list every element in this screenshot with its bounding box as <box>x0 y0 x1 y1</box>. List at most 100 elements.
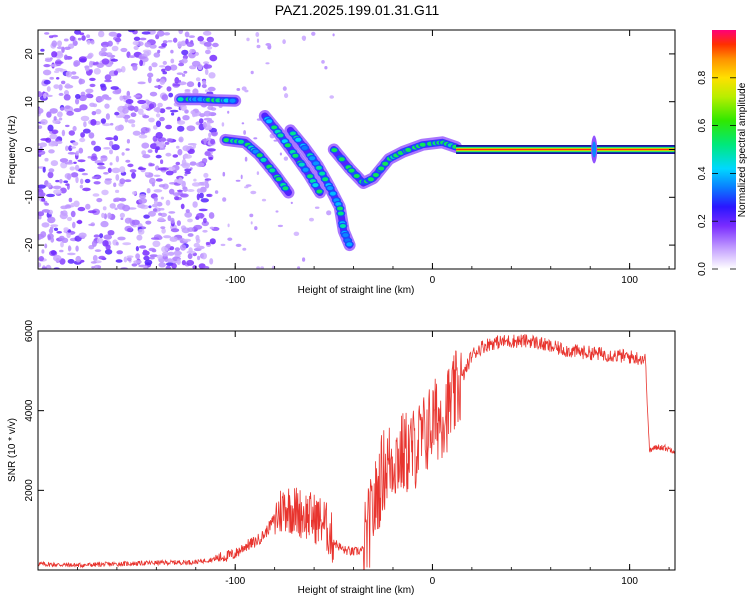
snr-background <box>38 331 675 570</box>
noise-blob <box>246 37 250 42</box>
colorbar: 0.0 0.2 0.4 0.6 0.8 Normalized spectral ampl… <box>697 30 748 276</box>
noise-blob <box>122 107 129 114</box>
noise-blob <box>207 148 216 152</box>
noise-blob <box>202 121 207 129</box>
track-4-blob-core <box>295 137 302 142</box>
noise-blob <box>207 39 214 43</box>
noise-blob <box>177 41 183 48</box>
noise-blob <box>186 41 195 47</box>
noise-blob <box>111 45 119 52</box>
noise-blob <box>143 214 150 219</box>
colorbar-ticks: 0.0 0.2 0.4 0.6 0.8 <box>697 70 736 276</box>
snr-panel: -100 0 100 2000 4000 6000 Height of straight … <box>7 319 676 596</box>
noise-blob <box>203 110 212 117</box>
noise-blob <box>245 184 252 187</box>
noise-blob <box>255 32 260 37</box>
track-3-blob-core <box>302 167 309 172</box>
noise-blob <box>59 107 65 111</box>
x-tick-label: -100 <box>225 275 245 286</box>
noise-blob <box>155 132 163 139</box>
noise-blob <box>193 224 203 230</box>
noise-blob <box>125 148 130 151</box>
noise-blob <box>256 38 260 43</box>
noise-blob <box>183 154 193 159</box>
noise-blob <box>43 64 51 68</box>
noise-blob <box>156 146 160 151</box>
noise-blob <box>261 198 267 202</box>
noise-blob <box>49 108 58 114</box>
track-4-blob-core <box>329 191 336 196</box>
noise-blob <box>99 233 104 239</box>
noise-blob <box>165 243 171 249</box>
noise-blob <box>126 255 134 258</box>
noise-blob <box>167 251 175 256</box>
noise-blob <box>56 77 60 80</box>
noise-blob <box>241 122 245 125</box>
noise-blob <box>191 110 196 118</box>
noise-blob <box>282 39 286 45</box>
noise-blob <box>200 181 207 186</box>
noise-blob <box>227 110 230 114</box>
noise-blob <box>43 79 51 85</box>
noise-blob <box>107 40 113 47</box>
colorbar-tick-label: 0.4 <box>697 166 708 180</box>
noise-blob <box>209 258 214 265</box>
noise-blob <box>116 250 123 255</box>
noise-blob <box>175 161 181 166</box>
noise-blob <box>199 192 204 199</box>
track-3-blob-core <box>312 183 319 188</box>
noise-blob <box>141 142 150 149</box>
noise-blob <box>137 99 147 105</box>
noise-blob <box>143 51 150 57</box>
noise-blob <box>69 166 76 171</box>
noise-blob <box>70 202 75 208</box>
carrier-line-band <box>456 149 675 150</box>
track-2-blob-core <box>260 157 267 162</box>
noise-blob <box>176 145 180 149</box>
noise-blob <box>121 152 125 156</box>
noise-blob <box>47 124 54 132</box>
noise-blob <box>198 118 204 124</box>
track-3-blob-core <box>292 153 299 158</box>
noise-blob <box>67 245 72 252</box>
noise-blob <box>161 94 169 101</box>
noise-blob <box>38 215 42 220</box>
noise-blob <box>148 65 153 72</box>
noise-blob <box>67 259 75 264</box>
noise-blob <box>67 252 76 256</box>
noise-blob <box>162 71 167 75</box>
noise-blob <box>53 84 60 89</box>
noise-blob <box>206 46 213 50</box>
noise-blob <box>212 42 219 48</box>
noise-blob <box>171 263 177 269</box>
noise-blob <box>119 178 126 185</box>
noise-blob <box>142 154 151 159</box>
noise-blob <box>77 206 86 212</box>
noise-blob <box>309 217 314 222</box>
noise-blob <box>156 30 165 37</box>
noise-blob <box>72 221 76 229</box>
noise-blob <box>113 198 120 202</box>
track-4-blob-core <box>327 186 334 191</box>
noise-blob <box>167 166 176 171</box>
noise-blob <box>100 85 107 91</box>
noise-blob <box>105 113 110 120</box>
noise-blob <box>85 88 94 94</box>
noise-blob <box>169 236 178 242</box>
noise-blob <box>57 111 63 118</box>
noise-blob <box>167 40 173 43</box>
noise-blob <box>63 227 69 232</box>
noise-blob <box>89 69 93 74</box>
noise-blob <box>153 52 161 58</box>
noise-blob <box>87 210 97 214</box>
noise-blob <box>101 58 110 65</box>
noise-blob <box>105 244 111 251</box>
track-3-blob-core <box>281 139 288 144</box>
noise-blob <box>187 218 193 223</box>
noise-blob <box>57 40 62 47</box>
noise-blob <box>149 44 157 49</box>
track-2-blob-core <box>256 153 263 158</box>
noise-blob <box>79 137 86 143</box>
noise-blob <box>155 178 163 182</box>
